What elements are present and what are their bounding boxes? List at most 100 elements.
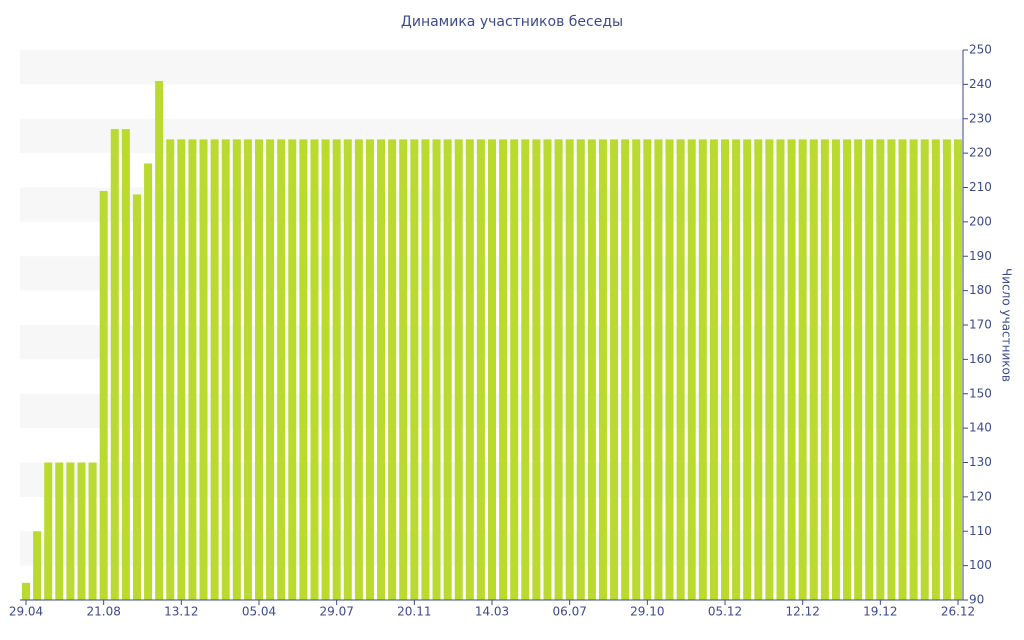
bar [543,139,552,600]
bar [665,139,674,600]
bar [277,139,286,600]
bar [931,139,940,600]
bar [121,129,130,600]
y-tick-label: 210 [969,180,992,194]
y-tick-label: 230 [969,111,992,125]
bar [377,139,386,600]
x-tick-label: 05.04 [242,605,276,619]
bar [299,139,308,600]
bar [44,462,53,600]
x-tick-label: 29.07 [319,605,353,619]
bar [765,139,774,600]
bar [854,139,863,600]
bar [909,139,918,600]
bar [243,139,252,600]
bar [77,462,86,600]
y-tick-label: 220 [969,146,992,160]
bar [33,531,42,600]
bar [587,139,596,600]
bar [266,139,275,600]
y-tick-label: 240 [969,77,992,91]
bar [476,139,485,600]
bar [709,139,718,600]
x-tick-label: 12.12 [785,605,819,619]
bar [843,139,852,600]
y-tick-label: 100 [969,558,992,572]
bar [654,139,663,600]
bar [698,139,707,600]
bar [343,139,352,600]
x-tick-label: 21.08 [86,605,120,619]
bar [22,582,30,600]
bar [876,139,885,600]
bar [554,139,563,600]
bar [865,139,874,600]
bar [831,139,840,600]
bar [432,139,441,600]
bar [499,139,508,600]
x-tick-label: 26.12 [941,605,975,619]
bar [321,139,330,600]
y-tick-label: 160 [969,352,992,366]
bar [643,139,652,600]
bar [565,139,574,600]
bar [354,139,363,600]
x-tick-label: 29.10 [630,605,664,619]
bar [144,163,153,600]
bar [576,139,585,600]
bar [210,139,219,600]
bar [454,139,463,600]
x-tick-label: 13.12 [164,605,198,619]
bar [99,190,108,600]
bar [410,139,419,600]
bar [188,139,197,600]
x-tick-label: 06.07 [552,605,586,619]
y-tick-label: 150 [969,386,992,400]
y-tick-label: 90 [969,593,984,607]
bar [55,462,64,600]
bar [887,139,896,600]
bar [743,139,752,600]
bar [132,194,141,600]
bar [721,139,729,600]
y-tick-label: 120 [969,489,992,503]
bar [155,80,164,600]
bar [809,139,818,600]
bar [676,139,685,600]
bar [820,139,829,600]
bar [421,139,430,600]
bar [388,139,397,600]
bar [732,139,741,600]
bar [488,139,496,600]
x-tick-label: 20.11 [397,605,431,619]
x-tick-label: 29.04 [9,605,43,619]
bar [443,139,452,600]
bar [221,139,230,600]
bar [898,139,907,600]
bar [510,139,519,600]
bar [621,139,630,600]
y-tick-label: 130 [969,455,992,469]
bar [521,139,530,600]
bar [787,139,796,600]
bar [88,462,97,600]
bar [399,139,408,600]
chart-title: Динамика участников беседы [401,14,623,30]
bar [632,139,641,600]
bar [166,139,175,600]
bar [920,139,929,600]
bar [255,139,263,600]
bar [532,139,541,600]
y-tick-label: 140 [969,421,992,435]
bar [598,139,607,600]
bar [798,139,807,600]
bar [942,139,951,600]
y-tick-label: 200 [969,214,992,228]
bar [310,139,319,600]
y-axis-label: Число участников [1000,268,1014,382]
bar [365,139,374,600]
x-tick-label: 19.12 [863,605,897,619]
y-tick-label: 110 [969,524,992,538]
